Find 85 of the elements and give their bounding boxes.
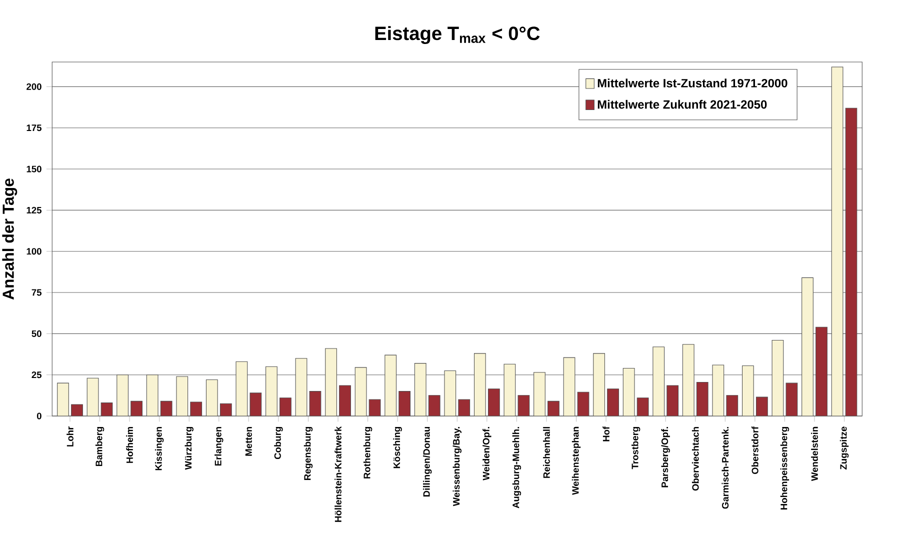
bar (280, 398, 292, 416)
x-tick-label: Weissenburg/Bay. (452, 427, 462, 506)
bar (786, 382, 798, 416)
bar (504, 364, 516, 416)
bar (518, 395, 530, 416)
bar (742, 366, 754, 416)
x-tick-label: Augsburg-Muehlh. (512, 427, 522, 508)
x-tick-label: Metten (245, 426, 252, 456)
y-tick-label: 100 (26, 248, 42, 255)
bar (593, 353, 605, 416)
bar (816, 326, 828, 416)
x-tick-label: Würzburg (184, 426, 194, 470)
x-tick-label: Erlangen (214, 426, 224, 466)
bar (130, 401, 142, 416)
bar (236, 361, 248, 416)
bar (607, 388, 619, 416)
y-tick-label: 0 (36, 412, 42, 420)
y-tick-label: 150 (26, 166, 42, 172)
x-tick-label: Hofheim (126, 426, 133, 463)
x-tick-label: Garmisch-Partenk. (722, 427, 729, 509)
bar (309, 391, 322, 416)
bar (845, 108, 858, 416)
y-axis-title: Anzahl der Tage (2, 178, 18, 300)
x-tick-label: Weiden/Opf. (482, 427, 492, 480)
y-tick-label: 25 (32, 372, 42, 378)
x-tick-label: Dillingen/Donau (423, 426, 432, 497)
bar (726, 395, 738, 416)
bar (772, 340, 784, 416)
bar (488, 388, 500, 416)
x-tick-label: Wendelstein (811, 426, 818, 481)
x-tick-label: Höllenstein-Kraftwerk (334, 426, 342, 522)
legend-label: Mittelwerte Zukunft 2021-2050 (598, 100, 767, 109)
chart-title: Eistage T$_{max}$ < 0°C (375, 26, 540, 44)
bar (444, 370, 456, 416)
bar (548, 400, 560, 416)
bar (666, 385, 679, 416)
x-tick-label: Oberviechtach (692, 426, 699, 491)
x-tick-label: Kissingen (154, 426, 164, 470)
x-tick-label: Parsberg/Opf. (661, 427, 670, 488)
y-tick-label: 175 (26, 124, 42, 132)
bar (354, 367, 367, 416)
x-tick-label: Kösching (393, 426, 402, 468)
y-tick-label: 75 (32, 289, 42, 296)
x-tick-label: Lohr (66, 426, 74, 446)
bar (712, 364, 724, 416)
bar (652, 346, 665, 416)
bar (57, 382, 69, 416)
bar (116, 374, 128, 416)
bar (682, 344, 694, 416)
bar (384, 354, 397, 416)
bar (339, 385, 351, 416)
y-tick-label: 200 (26, 83, 42, 90)
x-tick-label: Trostberg (631, 426, 640, 470)
bar (325, 348, 337, 416)
bar (414, 363, 426, 416)
bar (86, 378, 99, 416)
bar (636, 398, 649, 416)
x-tick-label: Regensburg (304, 426, 313, 480)
bar (756, 396, 768, 416)
bar (696, 382, 708, 416)
x-tick-label: Hof (602, 426, 610, 442)
bar (802, 277, 814, 416)
bar (295, 358, 308, 416)
bar (146, 374, 158, 416)
x-tick-label: Rothenburg (363, 426, 372, 478)
bar (398, 391, 411, 416)
bar (266, 366, 278, 416)
x-tick-label: Weihenstephan (572, 426, 581, 495)
bar (428, 395, 440, 416)
x-tick-label: Oberstdorf (752, 426, 758, 474)
y-tick-label: 125 (26, 206, 42, 214)
bar (831, 66, 844, 416)
bar (622, 368, 635, 416)
x-tick-label: Reichenhall (543, 427, 550, 478)
bar (474, 353, 486, 416)
x-tick-label: Zugspitze (840, 426, 849, 470)
bar (534, 372, 546, 416)
x-tick-label: Bamberg (95, 426, 104, 466)
y-tick-label: 50 (32, 330, 42, 337)
x-tick-label: Coburg (274, 426, 283, 460)
bar (206, 380, 218, 416)
x-tick-label: Hohenpeissenberg (780, 426, 790, 510)
legend-label: Mittelwerte Ist-Zustand 1971-2000 (598, 78, 788, 88)
bar (176, 376, 188, 416)
bar (563, 357, 576, 416)
